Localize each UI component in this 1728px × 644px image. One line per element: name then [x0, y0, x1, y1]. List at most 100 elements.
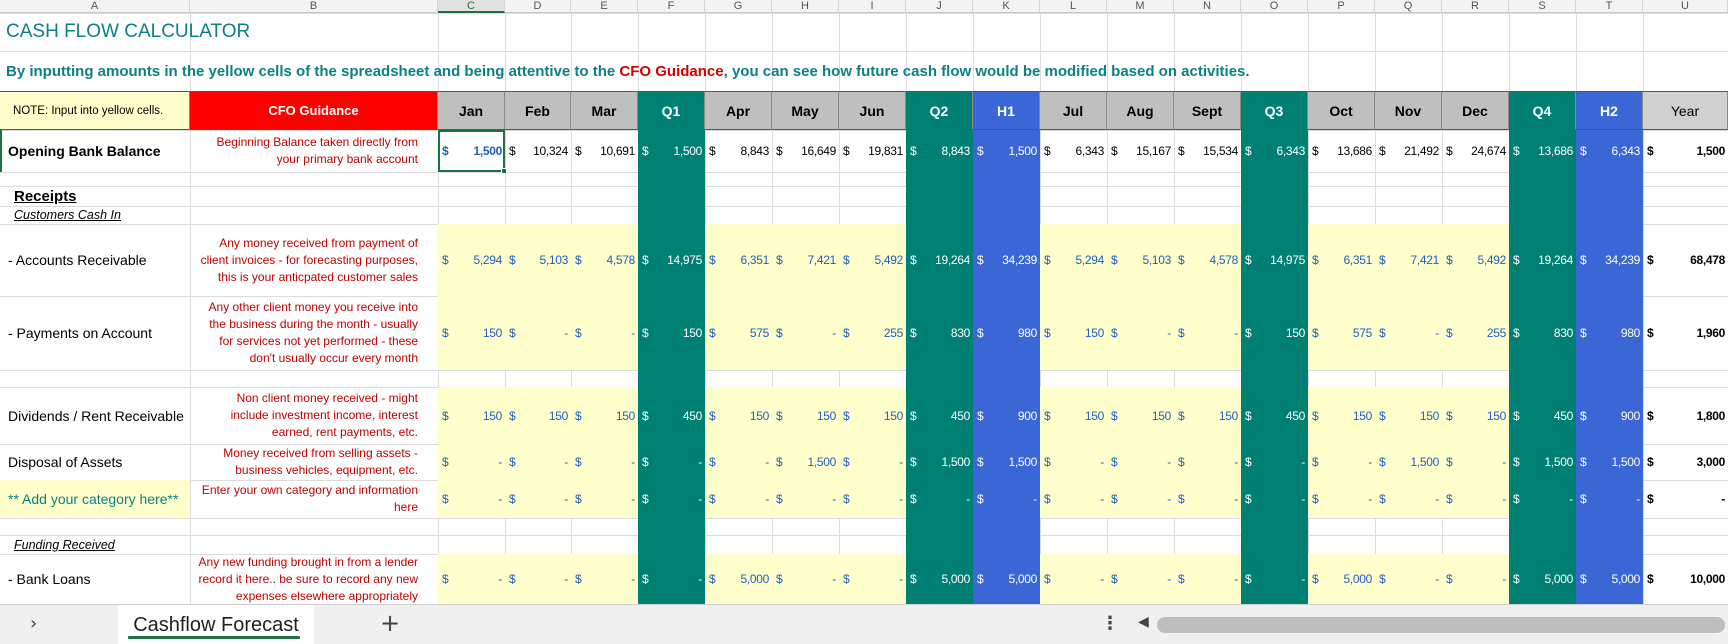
value-cell[interactable]: $ -	[1241, 444, 1308, 480]
value-cell[interactable]: $5,000	[1308, 554, 1375, 604]
column-header-a[interactable]: A	[0, 0, 190, 13]
value-cell[interactable]: $ -	[505, 444, 571, 480]
value-cell[interactable]: $980	[973, 296, 1040, 370]
add-sheet-plus-icon[interactable]: +	[380, 609, 401, 637]
value-cell[interactable]: $150	[839, 387, 906, 444]
value-cell[interactable]: $3,000	[1643, 444, 1728, 480]
column-header-m[interactable]: M	[1107, 0, 1174, 13]
value-cell[interactable]: $ -	[1107, 554, 1174, 604]
value-cell[interactable]: $ -	[1174, 296, 1241, 370]
value-cell[interactable]: $ -	[638, 554, 705, 604]
value-cell[interactable]: $5,492	[839, 224, 906, 296]
value-cell[interactable]: $ -	[1040, 480, 1107, 518]
value-cell[interactable]: $5,000	[1576, 554, 1643, 604]
sheet-nav-chevron-right-icon[interactable]: ›	[30, 613, 38, 634]
column-header-t[interactable]: T	[1576, 0, 1643, 13]
value-cell[interactable]: $15,534	[1174, 130, 1241, 172]
value-cell[interactable]: $14,975	[1241, 224, 1308, 296]
value-cell[interactable]: $6,343	[1241, 130, 1308, 172]
value-cell[interactable]: $19,831	[839, 130, 906, 172]
value-cell[interactable]: $150	[772, 387, 839, 444]
value-cell[interactable]: $1,500	[1576, 444, 1643, 480]
value-cell[interactable]: $10,691	[571, 130, 638, 172]
value-cell[interactable]: $ -	[839, 444, 906, 480]
value-cell[interactable]: $5,103	[505, 224, 571, 296]
value-cell[interactable]: $ -	[505, 554, 571, 604]
value-cell[interactable]: $ -	[1107, 480, 1174, 518]
value-cell[interactable]: $ -	[505, 296, 571, 370]
value-cell[interactable]: $1,800	[1643, 387, 1728, 444]
value-cell[interactable]: $150	[1442, 387, 1509, 444]
value-cell[interactable]: $450	[906, 387, 973, 444]
value-cell[interactable]: $ -	[1040, 554, 1107, 604]
scroll-left-arrow-icon[interactable]: ◀	[1138, 614, 1149, 630]
column-header-r[interactable]: R	[1442, 0, 1509, 13]
value-cell[interactable]: $575	[1308, 296, 1375, 370]
value-cell[interactable]: $ -	[1643, 480, 1728, 518]
value-cell[interactable]: $150	[638, 296, 705, 370]
value-cell[interactable]: $450	[1509, 387, 1576, 444]
value-cell[interactable]: $830	[906, 296, 973, 370]
value-cell[interactable]: $ -	[1174, 444, 1241, 480]
value-cell[interactable]: $ -	[571, 480, 638, 518]
more-options-icon[interactable]: ⋮	[1101, 613, 1119, 634]
value-cell[interactable]: $6,351	[1308, 224, 1375, 296]
value-cell[interactable]: $13,686	[1308, 130, 1375, 172]
value-cell[interactable]: $16,649	[772, 130, 839, 172]
value-cell[interactable]: $19,264	[1509, 224, 1576, 296]
column-header-b[interactable]: B	[190, 0, 438, 13]
value-cell[interactable]: $ -	[705, 480, 772, 518]
column-header-e[interactable]: E	[571, 0, 638, 13]
column-header-l[interactable]: L	[1040, 0, 1107, 13]
value-cell[interactable]: $255	[1442, 296, 1509, 370]
value-cell[interactable]: $150	[438, 296, 505, 370]
value-cell[interactable]: $ -	[1241, 554, 1308, 604]
value-cell[interactable]: $6,343	[1576, 130, 1643, 172]
value-cell[interactable]: $900	[1576, 387, 1643, 444]
value-cell[interactable]: $150	[1308, 387, 1375, 444]
column-header-f[interactable]: F	[638, 0, 705, 13]
value-cell[interactable]: $21,492	[1375, 130, 1442, 172]
value-cell[interactable]: $980	[1576, 296, 1643, 370]
value-cell[interactable]: $ -	[438, 444, 505, 480]
value-cell[interactable]: $1,500	[438, 130, 505, 172]
value-cell[interactable]: $150	[1107, 387, 1174, 444]
value-cell[interactable]: $ -	[1442, 444, 1509, 480]
value-cell[interactable]: $ -	[1442, 480, 1509, 518]
value-cell[interactable]: $ -	[973, 480, 1040, 518]
value-cell[interactable]: $255	[839, 296, 906, 370]
value-cell[interactable]: $1,500	[1509, 444, 1576, 480]
value-cell[interactable]: $ -	[1509, 480, 1576, 518]
value-cell[interactable]: $ -	[839, 480, 906, 518]
value-cell[interactable]: $ -	[906, 480, 973, 518]
column-header-o[interactable]: O	[1241, 0, 1308, 13]
value-cell[interactable]: $68,478	[1643, 224, 1728, 296]
value-cell[interactable]: $8,843	[906, 130, 973, 172]
value-cell[interactable]: $ -	[1375, 296, 1442, 370]
value-cell[interactable]: $ -	[839, 554, 906, 604]
value-cell[interactable]: $4,578	[1174, 224, 1241, 296]
value-cell[interactable]: $34,239	[973, 224, 1040, 296]
value-cell[interactable]: $1,500	[1643, 130, 1728, 172]
column-header-i[interactable]: I	[839, 0, 906, 13]
value-cell[interactable]: $150	[705, 387, 772, 444]
value-cell[interactable]: $150	[1174, 387, 1241, 444]
value-cell[interactable]: $575	[705, 296, 772, 370]
value-cell[interactable]: $150	[1375, 387, 1442, 444]
value-cell[interactable]: $ -	[1442, 554, 1509, 604]
value-cell[interactable]: $ -	[571, 554, 638, 604]
value-cell[interactable]: $ -	[772, 296, 839, 370]
value-cell[interactable]: $5,000	[906, 554, 973, 604]
value-cell[interactable]: $6,343	[1040, 130, 1107, 172]
column-header-q[interactable]: Q	[1375, 0, 1442, 13]
value-cell[interactable]: $ -	[505, 480, 571, 518]
value-cell[interactable]: $5,294	[1040, 224, 1107, 296]
column-header-h[interactable]: H	[772, 0, 839, 13]
column-header-c[interactable]: C	[438, 0, 505, 13]
column-header-j[interactable]: J	[906, 0, 973, 13]
value-cell[interactable]: $150	[1040, 387, 1107, 444]
value-cell[interactable]: $150	[571, 387, 638, 444]
value-cell[interactable]: $ -	[1241, 480, 1308, 518]
value-cell[interactable]: $450	[638, 387, 705, 444]
value-cell[interactable]: $4,578	[571, 224, 638, 296]
